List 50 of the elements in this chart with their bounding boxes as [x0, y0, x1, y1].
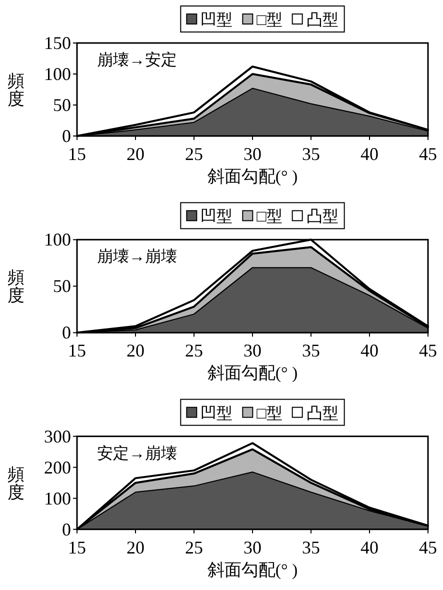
legend-label: 凹型 — [200, 12, 233, 29]
y-tick-label: 150 — [44, 33, 71, 53]
y-tick-label: 200 — [44, 457, 71, 478]
x-tick-label: 40 — [360, 340, 378, 361]
annotation: 崩壊→安定 — [97, 51, 177, 69]
legend-label: 凸型 — [306, 405, 338, 422]
y-axis-title: 頻度 — [8, 268, 24, 306]
annotation: 安定→崩壊 — [97, 444, 177, 462]
legend-label: □型 — [256, 12, 282, 29]
y-tick-label: 50 — [53, 95, 71, 115]
y-tick-label: 100 — [44, 64, 71, 84]
x-tick-label: 45 — [419, 144, 437, 164]
y-tick-label: 100 — [44, 488, 71, 508]
y-tick-label: 50 — [53, 276, 71, 296]
legend-label: 凸型 — [306, 12, 338, 29]
x-tick-label: 30 — [244, 144, 262, 164]
y-tick-label: 300 — [44, 426, 71, 446]
x-tick-label: 45 — [419, 340, 437, 361]
y-tick-label: 0 — [62, 126, 71, 146]
x-tick-label: 15 — [68, 144, 86, 164]
x-tick-label: 25 — [185, 537, 203, 558]
x-tick-label: 20 — [126, 537, 144, 558]
x-tick-label: 15 — [68, 340, 86, 361]
x-axis-title: 斜面勾配(° ) — [207, 364, 298, 383]
x-tick-label: 30 — [244, 537, 262, 558]
x-tick-label: 35 — [302, 144, 320, 164]
legend-label: 凹型 — [200, 405, 233, 422]
x-tick-label: 45 — [419, 537, 437, 558]
x-tick-label: 40 — [360, 144, 378, 164]
x-tick-label: 20 — [126, 340, 144, 361]
y-tick-label: 0 — [62, 322, 71, 343]
x-tick-label: 30 — [244, 340, 262, 361]
x-tick-label: 40 — [360, 537, 378, 558]
legend-label: 凸型 — [306, 208, 338, 226]
x-tick-label: 20 — [126, 144, 144, 164]
legend-label: 凹型 — [200, 208, 233, 226]
x-tick-label: 25 — [185, 340, 203, 361]
x-axis-title: 斜面勾配(° ) — [207, 167, 298, 186]
y-tick-label: 0 — [62, 519, 71, 540]
x-tick-label: 15 — [68, 537, 86, 558]
x-axis-title: 斜面勾配(° ) — [207, 560, 298, 580]
y-axis-title: 頻度 — [8, 72, 24, 108]
x-tick-label: 35 — [302, 340, 320, 361]
x-tick-label: 25 — [185, 144, 203, 164]
y-axis-title: 頻度 — [8, 464, 24, 502]
x-tick-label: 35 — [302, 537, 320, 558]
legend-label: □型 — [256, 208, 282, 226]
y-tick-label: 100 — [44, 230, 71, 250]
annotation: 崩壊→崩壊 — [97, 248, 177, 266]
legend-label: □型 — [256, 405, 282, 422]
